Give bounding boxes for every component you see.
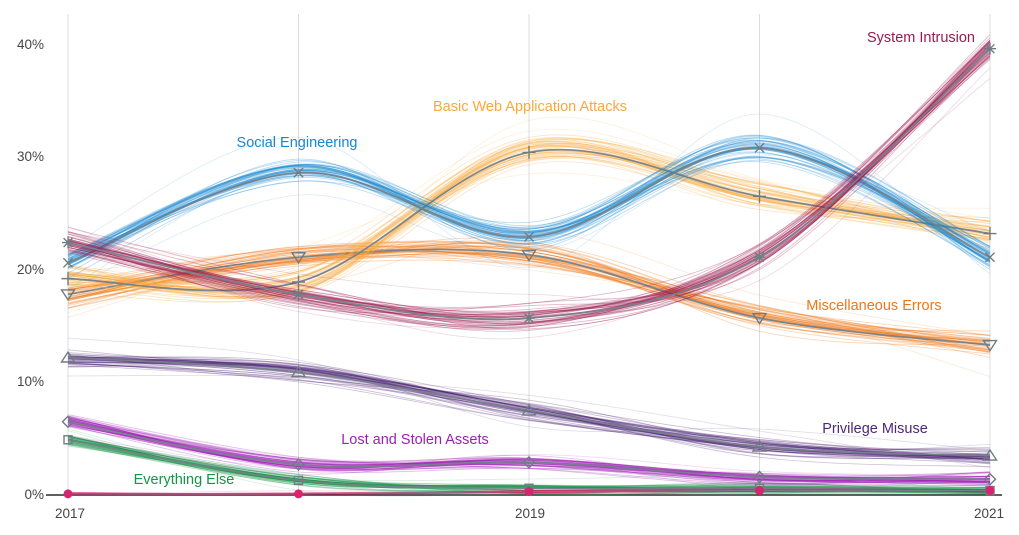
series-label-basic-web-application-attacks: Basic Web Application Attacks	[433, 99, 627, 115]
x-axis-tick-2021: 2021	[973, 506, 1005, 521]
y-axis-tick-20: 20%	[16, 262, 44, 277]
y-axis-tick-40: 40%	[16, 37, 44, 52]
series-label-miscellaneous-errors: Miscellaneous Errors	[806, 298, 942, 314]
y-axis-tick-30: 30%	[16, 149, 44, 164]
series-label-everything-else: Everything Else	[133, 472, 235, 488]
x-axis-tick-2017: 2017	[54, 506, 86, 521]
y-axis-tick-0: 0%	[24, 487, 44, 502]
y-axis-tick-10: 10%	[16, 374, 44, 389]
x-axis-tick-2019: 2019	[514, 506, 546, 521]
series-label-privilege-misuse: Privilege Misuse	[822, 421, 928, 437]
series-label-system-intrusion: System Intrusion	[867, 30, 975, 46]
series-label-lost-and-stolen-assets: Lost and Stolen Assets	[341, 432, 489, 448]
series-label-social-engineering: Social Engineering	[236, 135, 358, 151]
